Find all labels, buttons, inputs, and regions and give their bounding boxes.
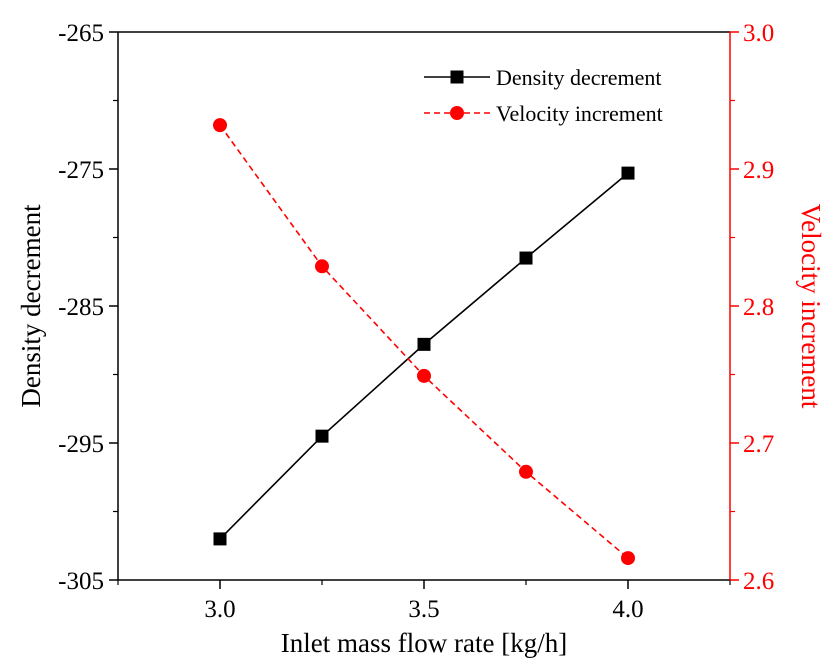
velocity-point bbox=[621, 551, 635, 566]
velocity-point bbox=[417, 368, 431, 383]
left-y-tick-label: -305 bbox=[58, 568, 104, 595]
legend-marker-velocity bbox=[450, 106, 464, 120]
right-y-tick-label: 2.8 bbox=[743, 294, 774, 321]
left-y-axis-title: Density decrement bbox=[16, 204, 46, 408]
density-point bbox=[621, 166, 635, 180]
right-y-tick-label: 2.9 bbox=[743, 157, 774, 184]
left-y-tick-label: -265 bbox=[58, 20, 104, 47]
x-tick-label: 3.0 bbox=[204, 596, 235, 623]
density-point bbox=[315, 429, 329, 443]
right-y-axis-title: Velocity increment bbox=[796, 204, 826, 409]
left-y-tick-label: -285 bbox=[58, 294, 104, 321]
velocity-point bbox=[213, 118, 227, 133]
legend-marker-density bbox=[450, 70, 464, 84]
legend-label-density: Density decrement bbox=[496, 65, 662, 90]
velocity-point bbox=[519, 464, 533, 479]
x-axis-title: Inlet mass flow rate [kg/h] bbox=[281, 628, 567, 658]
right-y-tick-label: 2.6 bbox=[743, 568, 774, 595]
left-y-tick-label: -275 bbox=[58, 157, 104, 184]
velocity-point bbox=[315, 259, 329, 274]
legend-label-velocity: Velocity increment bbox=[496, 101, 663, 126]
left-y-tick-label: -295 bbox=[58, 431, 104, 458]
density-point bbox=[519, 251, 533, 265]
density-point bbox=[417, 337, 431, 351]
right-y-tick-label: 3.0 bbox=[743, 20, 774, 47]
density-point bbox=[213, 532, 227, 546]
x-tick-label: 4.0 bbox=[612, 596, 643, 623]
x-tick-label: 3.5 bbox=[408, 596, 439, 623]
right-y-tick-label: 2.7 bbox=[743, 431, 774, 458]
